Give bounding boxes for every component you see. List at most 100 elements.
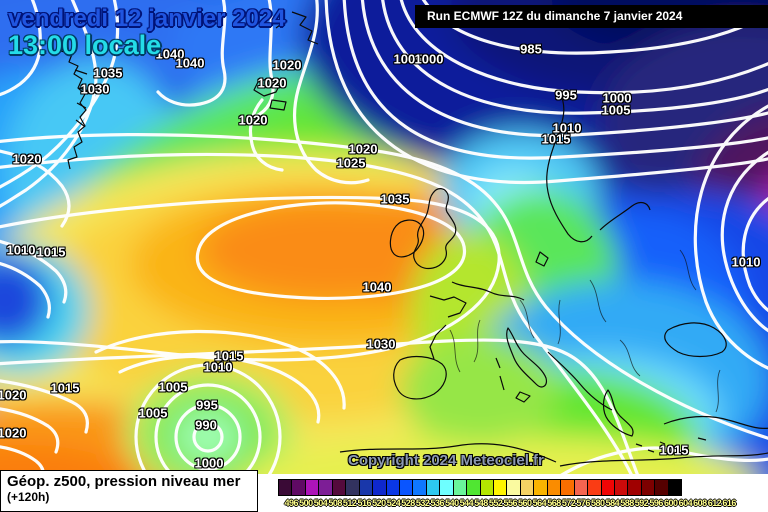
colorbar-swatch [640, 479, 656, 496]
legend-title: Géop. z500, pression niveau mer [7, 473, 241, 490]
colorbar-value: 548 [474, 498, 488, 508]
colorbar-value: 604 [678, 498, 693, 508]
colorbar-swatch [627, 479, 642, 496]
pressure-label: 1010 [552, 120, 582, 136]
pressure-label: 990 [195, 417, 217, 433]
colorbar-value: 616 [722, 498, 736, 508]
colorbar-values: 496 500 504 508 512 516 520 524 528 532 536 540 544 5… [284, 498, 737, 508]
pressure-label: 985 [520, 41, 542, 57]
pressure-label: 1030 [80, 81, 110, 97]
colorbar-value: 516 [357, 498, 372, 508]
colorbar-swatch [573, 479, 589, 496]
colorbar-value: 500 [299, 498, 313, 508]
coastlines [55, 11, 768, 467]
colorbar-value: 556 [503, 498, 517, 508]
colorbar-swatch [331, 479, 347, 496]
colorbar-value: 496 [284, 498, 299, 508]
pressure-label: 1000 [602, 90, 632, 106]
colorbar-value: 576 [576, 498, 590, 508]
colorbar-value: 524 [386, 498, 401, 508]
colorbar-swatch [654, 479, 669, 496]
colorbar-swatch [613, 479, 629, 496]
colorbar-swatch [372, 479, 387, 496]
colorbar-value: 528 [401, 498, 415, 508]
z500-color-field [0, 0, 768, 476]
colorbar-value: 584 [605, 498, 620, 508]
colorbar-value: 540 [445, 498, 459, 508]
pressure-label: 1020 [348, 141, 378, 157]
colorbar-swatch [587, 479, 602, 496]
copyright-text: Copyright 2024 Meteociel.fr [348, 452, 544, 469]
colorbar-swatch [493, 479, 508, 496]
colorbar-swatch [667, 479, 683, 496]
colorbar-value: 608 [693, 498, 707, 508]
legend-forecast-hour: (+120h) [7, 490, 50, 504]
pressure-label: 1015 [214, 348, 244, 364]
pressure-label: 1035 [93, 65, 123, 81]
colorbar-swatch [398, 479, 414, 496]
colorbar-swatch [560, 479, 575, 496]
colorbar-swatch [304, 479, 320, 496]
pressure-label: 995 [196, 397, 218, 413]
colorbar-swatch [479, 479, 494, 496]
pressure-label: 1005 [158, 379, 188, 395]
pressure-label: 1015 [36, 244, 66, 260]
pressure-label: 1005 [393, 51, 423, 67]
colorbar-swatch [412, 479, 427, 496]
pressure-label: 1000 [194, 455, 224, 471]
colorbar-value: 560 [518, 498, 532, 508]
pressure-label: 1025 [336, 155, 366, 171]
colorbar-value: 580 [591, 498, 605, 508]
colorbar-value: 520 [372, 498, 386, 508]
pressure-label: 1030 [366, 336, 396, 352]
run-info-text: Run ECMWF 12Z du dimanche 7 janvier 2024 [427, 9, 683, 23]
colorbar-swatch [452, 479, 468, 496]
pressure-label: 1010 [731, 254, 761, 270]
valid-time-text: 13:00 locale [8, 30, 162, 61]
colorbar-value: 596 [649, 498, 663, 508]
pressure-label: 995 [555, 87, 577, 103]
colorbar-value: 612 [707, 498, 722, 508]
pressure-label: 1015 [541, 131, 571, 147]
pressure-label: 1020 [0, 425, 27, 441]
legend-box: Géop. z500, pression niveau mer (+120h) [0, 470, 258, 512]
colorbar-swatch [385, 479, 400, 496]
colorbar-value: 600 [663, 498, 678, 508]
colorbar-value: 504 [313, 498, 328, 508]
pressure-label: 1040 [155, 46, 185, 62]
run-info-box: Run ECMWF 12Z du dimanche 7 janvier 2024 [415, 5, 768, 28]
colorbar-swatch [291, 479, 306, 496]
colorbar-value: 564 [532, 498, 547, 508]
pressure-label: 1015 [659, 442, 689, 458]
colorbar [278, 479, 683, 496]
pressure-label: 1020 [257, 75, 287, 91]
colorbar-swatch [358, 479, 374, 496]
colorbar-value: 512 [342, 498, 357, 508]
pressure-label: 1010 [203, 359, 233, 375]
colorbar-swatch [519, 479, 535, 496]
pressure-label: 1020 [238, 112, 268, 128]
pressure-label: 1010 [6, 242, 36, 258]
colorbar-value: 592 [634, 498, 649, 508]
colorbar-value: 536 [430, 498, 444, 508]
colorbar-swatch [439, 479, 454, 496]
pressure-label: 1020 [0, 387, 27, 403]
pressure-label: 1020 [12, 151, 42, 167]
colorbar-swatch [278, 479, 293, 496]
colorbar-value: 552 [488, 498, 503, 508]
colorbar-value: 572 [561, 498, 576, 508]
slp-contours [0, 0, 768, 476]
colorbar-swatch [345, 479, 360, 496]
colorbar-value: 588 [620, 498, 634, 508]
colorbar-swatch [466, 479, 481, 496]
colorbar-swatch [318, 479, 333, 496]
colorbar-swatch [546, 479, 562, 496]
pressure-label: 1035 [380, 191, 410, 207]
colorbar-swatch [425, 479, 441, 496]
date-overlay: vendredi 12 janvier 2024 13:00 locale [8, 6, 286, 60]
pressure-label: 1005 [601, 102, 631, 118]
weather-map-canvas [0, 0, 768, 476]
pressure-label: 1040 [362, 279, 392, 295]
pressure-labels-layer: 1040 1040 1020 1020 1020 1035 1030 1020 1010 1015… [0, 41, 761, 471]
